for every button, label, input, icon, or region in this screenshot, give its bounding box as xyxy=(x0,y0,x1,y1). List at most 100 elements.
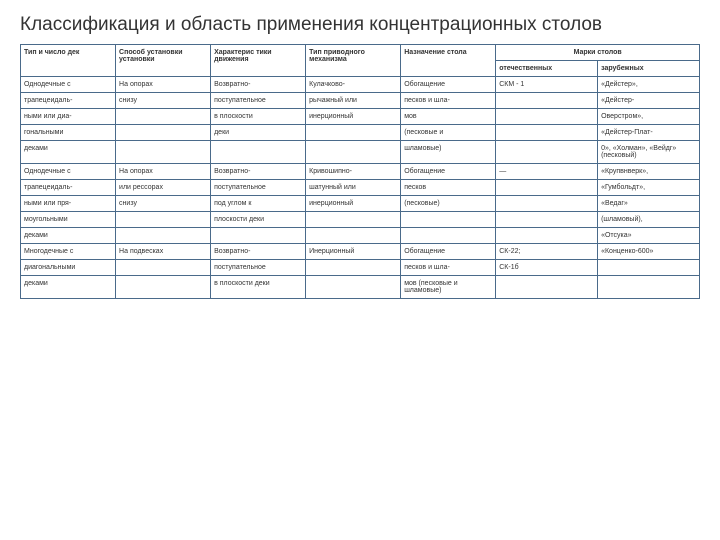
table-cell xyxy=(496,196,598,212)
table-cell xyxy=(496,109,598,125)
table-cell: снизу xyxy=(116,196,211,212)
table-cell xyxy=(401,228,496,244)
table-cell: (песковые) xyxy=(401,196,496,212)
table-cell xyxy=(116,228,211,244)
table-cell: На опорах xyxy=(116,164,211,180)
table-row: Многодечные сНа подвескахВозвратно-Инерц… xyxy=(21,244,700,260)
table-cell xyxy=(598,260,700,276)
table-row: ными или пря-снизупод углом кинерционный… xyxy=(21,196,700,212)
table-cell: в плоскости xyxy=(211,109,306,125)
table-cell: трапецеидаль- xyxy=(21,93,116,109)
table-cell xyxy=(306,141,401,164)
table-cell: — xyxy=(496,164,598,180)
table-cell xyxy=(116,212,211,228)
table-cell: Обогащение xyxy=(401,164,496,180)
header-install: Способ установки установки xyxy=(116,45,211,77)
table-cell: поступательное xyxy=(211,93,306,109)
table-cell: СК-1б xyxy=(496,260,598,276)
header-foreign: зарубежных xyxy=(598,61,700,77)
table-cell: ными или диа- xyxy=(21,109,116,125)
table-cell xyxy=(401,212,496,228)
table-cell xyxy=(306,125,401,141)
table-cell xyxy=(496,212,598,228)
header-motion: Характерис тики движения xyxy=(211,45,306,77)
table-cell: ными или пря- xyxy=(21,196,116,212)
table-cell xyxy=(116,109,211,125)
table-cell xyxy=(116,260,211,276)
table-cell xyxy=(496,141,598,164)
table-cell xyxy=(306,212,401,228)
table-cell: деками xyxy=(21,276,116,299)
table-cell xyxy=(496,228,598,244)
table-cell xyxy=(598,276,700,299)
table-cell: На подвесках xyxy=(116,244,211,260)
table-cell: СК-22; xyxy=(496,244,598,260)
table-row: деками в плоскости деки мов (песковые и шл… xyxy=(21,276,700,299)
table-cell xyxy=(496,180,598,196)
table-cell: мов (песковые и шламовые) xyxy=(401,276,496,299)
table-cell: Возвратно- xyxy=(211,244,306,260)
table-cell: деками xyxy=(21,228,116,244)
table-row: деками шламовые) 0», «Холман», «Вейдг» (пе… xyxy=(21,141,700,164)
table-cell: поступательное xyxy=(211,180,306,196)
table-cell: под углом к xyxy=(211,196,306,212)
table-cell: плоскости деки xyxy=(211,212,306,228)
table-cell xyxy=(211,228,306,244)
header-drive: Тип приводного механизма xyxy=(306,45,401,77)
table-cell xyxy=(211,141,306,164)
table-row: моугольными плоскости деки (шламовый), xyxy=(21,212,700,228)
table-row: Однодечные сНа опорахВозвратно-Кривошипн… xyxy=(21,164,700,180)
table-cell: инерционный xyxy=(306,109,401,125)
table-cell xyxy=(116,141,211,164)
table-row: трапецеидаль-снизупоступательноерычажный… xyxy=(21,93,700,109)
table-cell: шатунный или xyxy=(306,180,401,196)
table-cell: моугольными xyxy=(21,212,116,228)
table-cell xyxy=(306,228,401,244)
table-cell: Многодечные с xyxy=(21,244,116,260)
table-row: Однодечные сНа опорахВозвратно-Кулачково… xyxy=(21,77,700,93)
table-cell: диагональными xyxy=(21,260,116,276)
table-cell: деками xyxy=(21,141,116,164)
table-cell xyxy=(306,260,401,276)
table-cell: «Дейстер- xyxy=(598,93,700,109)
table-cell: СКМ - 1 xyxy=(496,77,598,93)
table-cell: в плоскости деки xyxy=(211,276,306,299)
table-row: трапецеидаль-или рессорахпоступательноеш… xyxy=(21,180,700,196)
table-cell: Оверстром», xyxy=(598,109,700,125)
table-cell: Однодечные с xyxy=(21,164,116,180)
table-cell: «Отсука» xyxy=(598,228,700,244)
table-cell: деки xyxy=(211,125,306,141)
table-cell: Возвратно- xyxy=(211,164,306,180)
table-row: ными или диа-в плоскостиинерционныймов Ов… xyxy=(21,109,700,125)
table-cell: или рессорах xyxy=(116,180,211,196)
header-domestic: отечественных xyxy=(496,61,598,77)
header-purpose: Назначение стола xyxy=(401,45,496,77)
table-cell: Возвратно- xyxy=(211,77,306,93)
table-row: диагональнымипоступательноепесков и шла-… xyxy=(21,260,700,276)
table-cell: «Ведаг» xyxy=(598,196,700,212)
classification-table: Тип и число дек Способ установки установ… xyxy=(20,44,700,299)
table-cell xyxy=(496,276,598,299)
table-cell: трапецеидаль- xyxy=(21,180,116,196)
table-row: деками «Отсука» xyxy=(21,228,700,244)
table-cell xyxy=(116,125,211,141)
table-cell: мов xyxy=(401,109,496,125)
table-cell: Инерционный xyxy=(306,244,401,260)
table-cell: поступательное xyxy=(211,260,306,276)
table-row: гональнымидеки(песковые и«Дейстер-Плат- xyxy=(21,125,700,141)
table-cell: Кулачково- xyxy=(306,77,401,93)
table-cell: «Дейстер», xyxy=(598,77,700,93)
table-cell: шламовые) xyxy=(401,141,496,164)
table-cell: инерционный xyxy=(306,196,401,212)
table-cell xyxy=(496,125,598,141)
table-cell: (шламовый), xyxy=(598,212,700,228)
table-cell xyxy=(116,276,211,299)
table-cell: Обогащение xyxy=(401,244,496,260)
table-cell: «Дейстер-Плат- xyxy=(598,125,700,141)
table-cell: Обогащение xyxy=(401,77,496,93)
table-cell: «Гумбольдт», xyxy=(598,180,700,196)
page-title: Классификация и область применения конце… xyxy=(20,14,700,36)
table-cell: На опорах xyxy=(116,77,211,93)
header-type: Тип и число дек xyxy=(21,45,116,77)
table-cell: 0», «Холман», «Вейдг» (песковый) xyxy=(598,141,700,164)
